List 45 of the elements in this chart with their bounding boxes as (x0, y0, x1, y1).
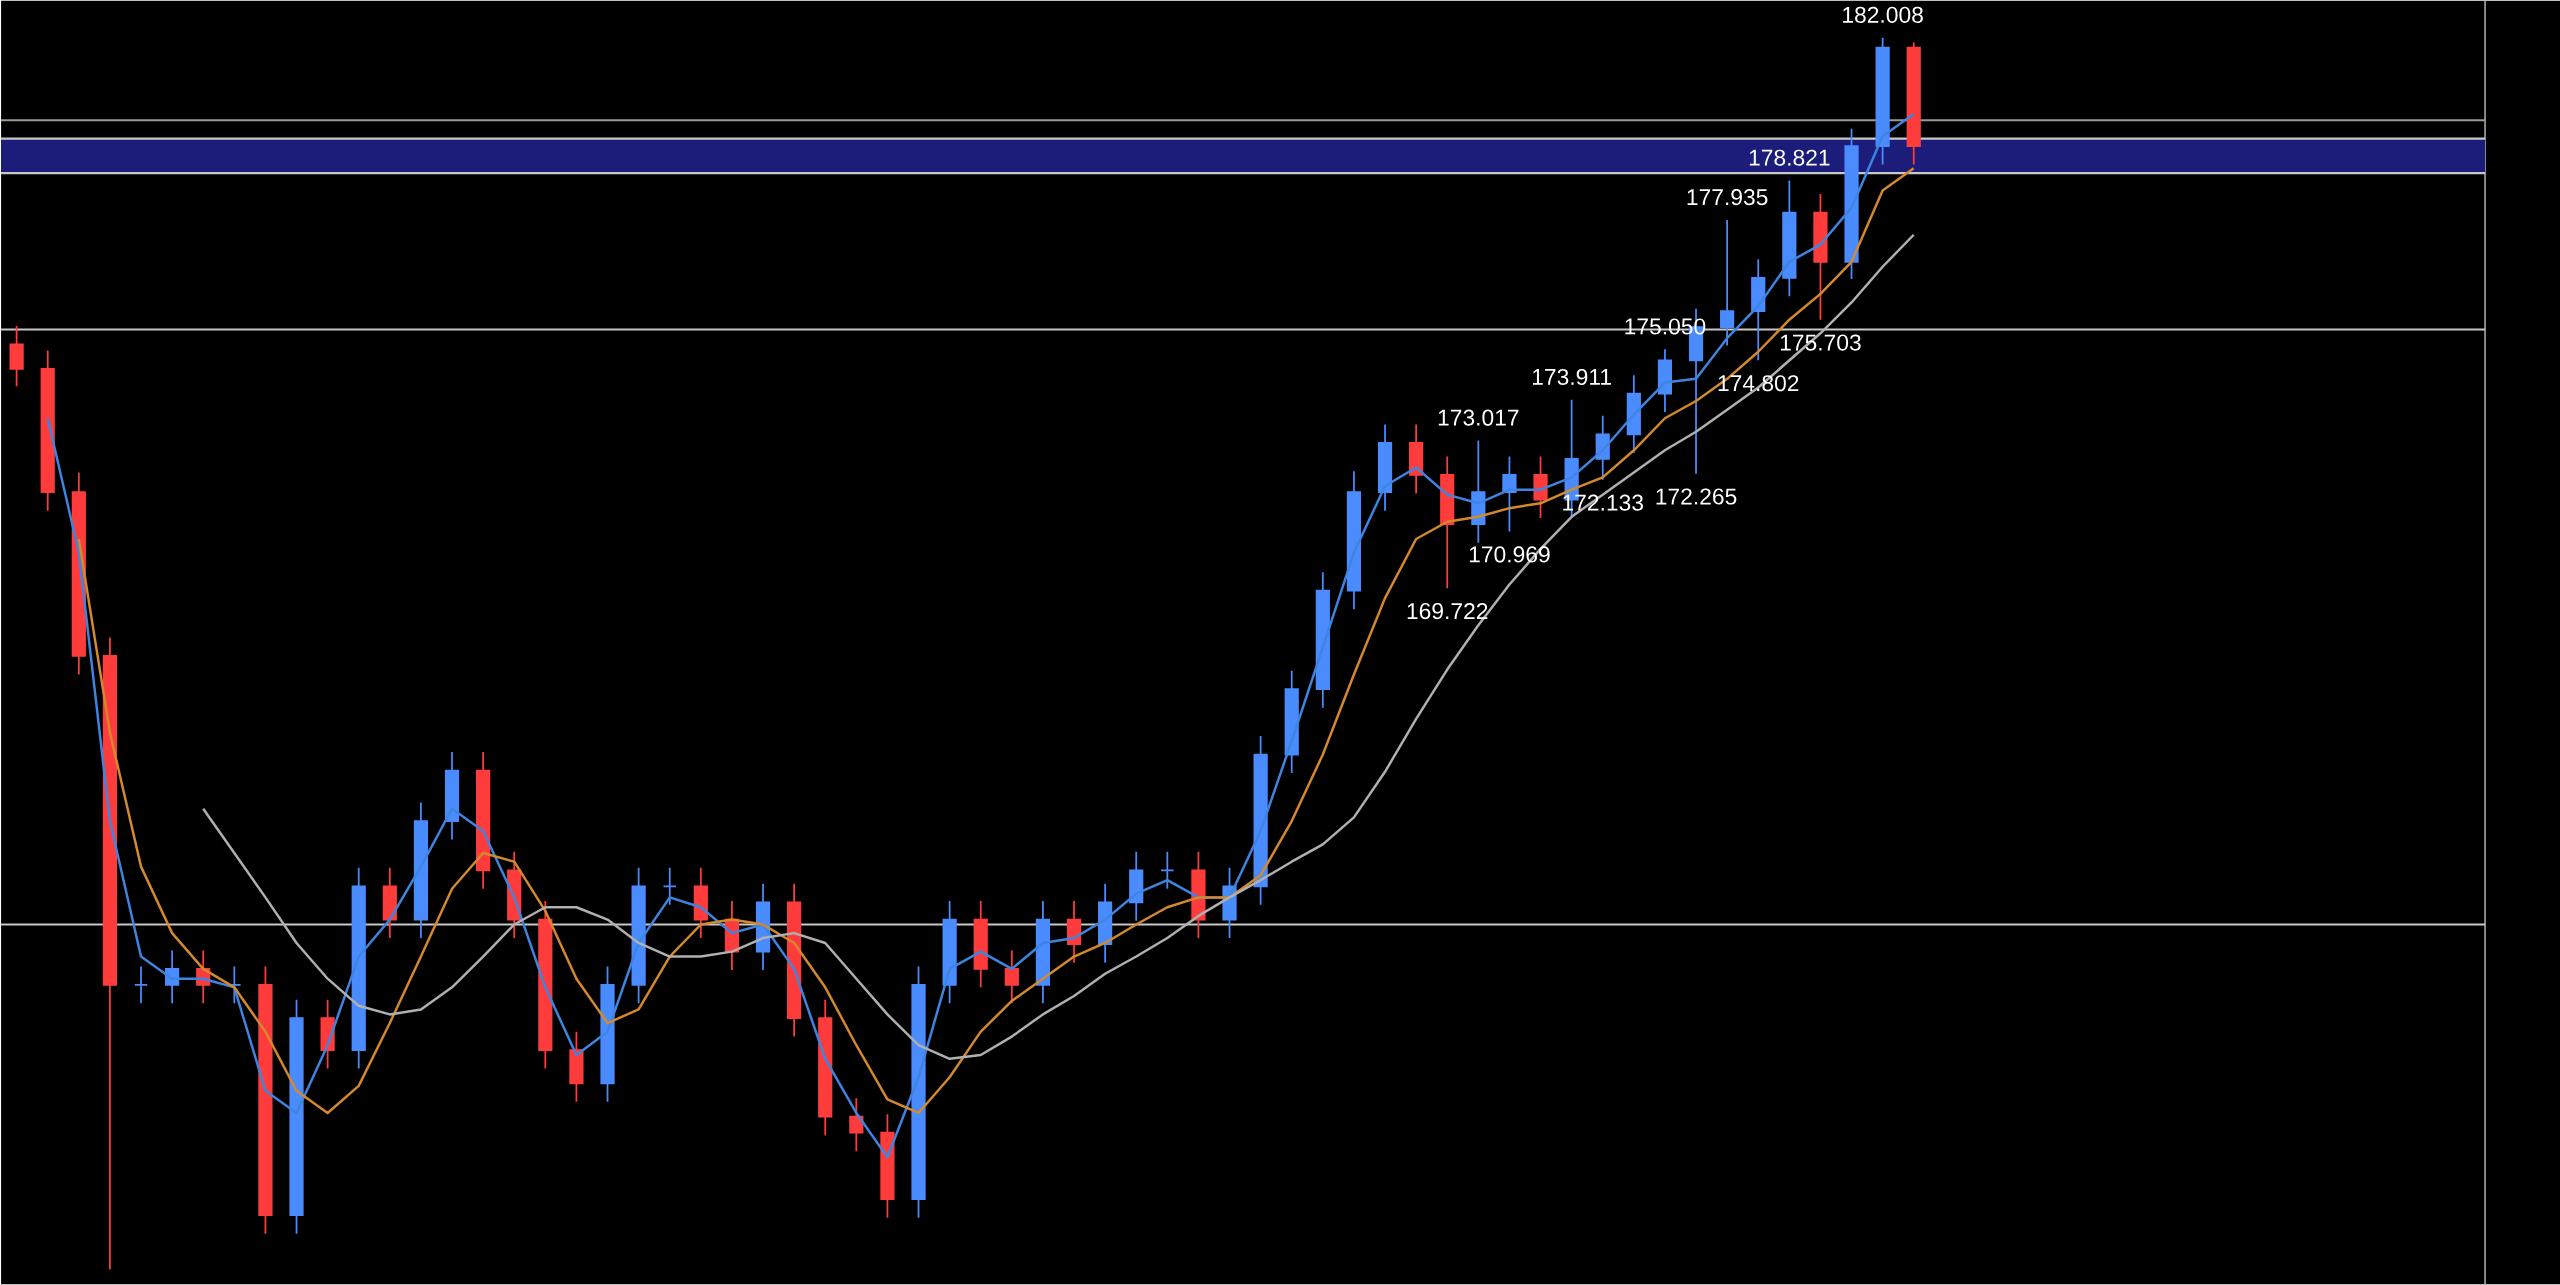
candlestick (693, 867, 708, 939)
candlestick (1160, 851, 1175, 890)
candlestick (1813, 193, 1828, 321)
candlestick (444, 751, 460, 841)
candlestick (40, 349, 55, 512)
candlestick (102, 636, 118, 1271)
candlestick (1440, 455, 1455, 590)
candlestick (1129, 851, 1144, 922)
annotation: 182.008 (1843, 6, 1923, 23)
annotation: 177.935 (1687, 189, 1768, 206)
candlestick (1066, 900, 1082, 964)
candlestick (351, 867, 366, 1070)
candlestick (1377, 423, 1393, 512)
candlestick (1751, 258, 1766, 362)
candlestick (818, 998, 833, 1137)
candlestick (569, 1030, 584, 1103)
annotation: 173.017 (1438, 409, 1519, 426)
candlestick (9, 325, 24, 388)
candlestick (942, 900, 957, 1005)
candlestick (849, 1097, 864, 1153)
candlestick (1346, 470, 1362, 611)
candlestick (258, 965, 273, 1235)
candlestick (133, 965, 149, 1005)
candlestick (973, 900, 988, 989)
candlestick (413, 801, 429, 939)
annotation: 173.911 (1532, 368, 1611, 386)
candlestick (1782, 179, 1797, 298)
candlestick (880, 1113, 895, 1219)
candlestick (1004, 949, 1019, 1005)
candlestick (1409, 423, 1424, 495)
candlestick (1657, 348, 1673, 414)
candlestick (1502, 455, 1517, 533)
candlestick (1626, 374, 1641, 454)
candlestick (1844, 127, 1859, 281)
annotation: 172.265 (1656, 488, 1737, 505)
candlestick (289, 998, 304, 1235)
annotation: 178.821 (1749, 149, 1830, 166)
candlestick (1720, 219, 1735, 347)
candlestick (1906, 41, 1921, 166)
candlestick (1875, 36, 1890, 166)
candlestick (600, 965, 615, 1103)
candlestick (382, 867, 397, 939)
annotation: 169.722 (1407, 603, 1488, 620)
candlestick (911, 965, 926, 1219)
candlestick (662, 867, 677, 906)
